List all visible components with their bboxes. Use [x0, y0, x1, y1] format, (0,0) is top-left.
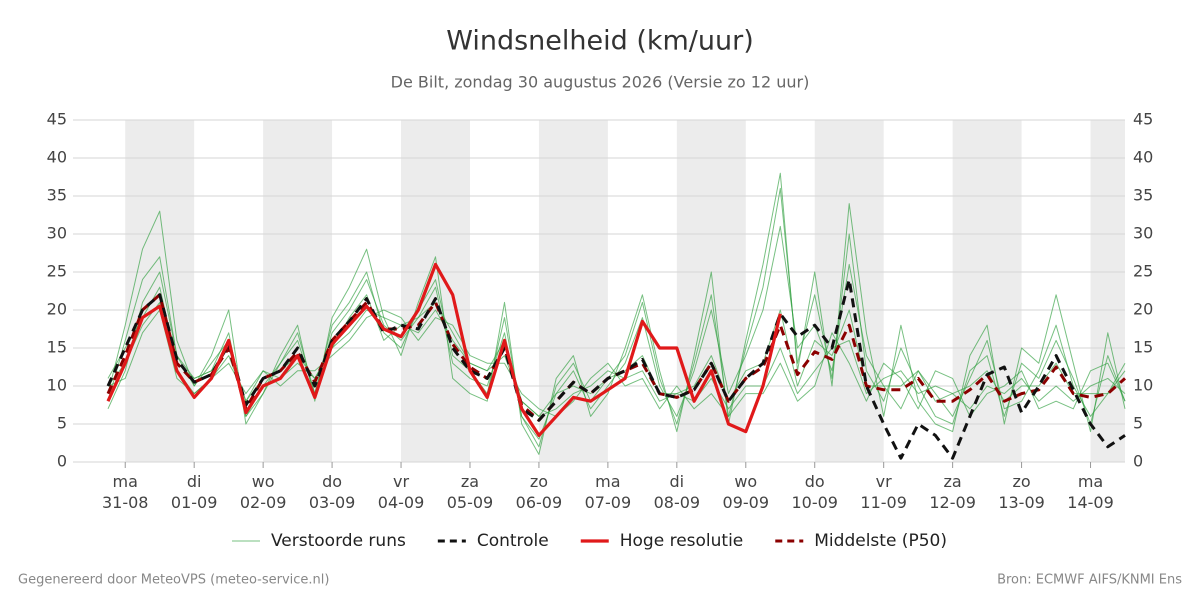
lines: [106, 172, 1126, 460]
x-tick-label: di 01-09: [171, 472, 218, 512]
series-line: [106, 262, 782, 437]
day-band: [401, 120, 470, 462]
day-band: [814, 120, 884, 462]
y2-tick-label: 25: [1133, 262, 1153, 281]
y-tick-label: 35: [47, 186, 67, 205]
x-tick-label: ma 14-09: [1067, 472, 1114, 512]
x-tick-label: vr 11-09: [860, 472, 907, 512]
x-tick-label: zo 06-09: [516, 472, 563, 512]
x-tick-label: za 12-09: [929, 472, 976, 512]
chart-subtitle: De Bilt, zondag 30 augustus 2026 (Versie…: [391, 73, 810, 92]
x-tick-label: do 10-09: [791, 472, 838, 512]
y2-tick-label: 45: [1133, 110, 1153, 129]
day-band: [952, 120, 1022, 462]
ensemble-run: [107, 172, 1126, 455]
y2-tick-label: 15: [1133, 338, 1153, 357]
legend-label: Verstoorde runs: [271, 531, 406, 551]
footer-right: Bron: ECMWF AIFS/KNMI Ens: [997, 573, 1182, 588]
y2-tick-label: 0: [1133, 452, 1143, 471]
y-tick-label: 40: [47, 148, 67, 167]
legend-label: Controle: [477, 531, 549, 551]
x-tick-label: zo 13-09: [998, 472, 1045, 512]
chart-title: Windsnelheid (km/uur): [446, 26, 754, 57]
legend: Verstoorde runs Controle Hoge resolutie Mid…: [232, 531, 947, 551]
legend-label: Middelste (P50): [814, 531, 947, 551]
y-tick-label: 5: [57, 414, 67, 433]
x-tick-label: wo 02-09: [240, 472, 287, 512]
y-tick-label: 25: [47, 262, 67, 281]
day-band: [676, 120, 746, 462]
y-tick-label: 15: [47, 338, 67, 357]
day-bands: [125, 120, 1125, 462]
x-tick-label: vr 04-09: [378, 472, 425, 512]
y-tick-label: 10: [47, 376, 67, 395]
day-band: [1090, 120, 1125, 462]
y-tick-label: 20: [47, 300, 67, 319]
x-tick-label: za 05-09: [447, 472, 494, 512]
day-band: [125, 120, 195, 462]
axes: 0 0 5 5 10 10 15 15 20 20 25 25 30 30 35 35 40 40 45 45 ma 31…: [47, 110, 1154, 512]
y2-tick-label: 20: [1133, 300, 1153, 319]
x-tick-label: di 08-09: [654, 472, 701, 512]
footer-left: Gegenereerd door MeteoVPS (meteo-service…: [18, 573, 329, 588]
series-line: [106, 278, 1126, 460]
ensemble-run: [107, 187, 1126, 448]
x-tick-label: do 03-09: [309, 472, 356, 512]
x-tick-label: ma 07-09: [585, 472, 632, 512]
y2-tick-label: 5: [1133, 414, 1143, 433]
y-tick-label: 30: [47, 224, 67, 243]
y-tick-label: 0: [57, 452, 67, 471]
y-tick-label: 45: [47, 110, 67, 129]
y2-tick-label: 10: [1133, 376, 1153, 395]
legend-label: Hoge resolutie: [620, 531, 744, 551]
y2-tick-label: 35: [1133, 186, 1153, 205]
x-tick-label: ma 31-08: [102, 472, 149, 512]
y2-tick-label: 30: [1133, 224, 1153, 243]
y2-tick-label: 40: [1133, 148, 1153, 167]
day-band: [263, 120, 333, 462]
x-tick-label: wo 09-09: [723, 472, 770, 512]
